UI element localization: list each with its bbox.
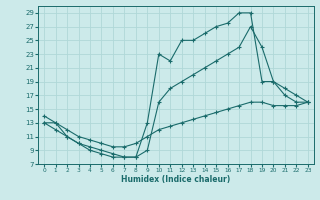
X-axis label: Humidex (Indice chaleur): Humidex (Indice chaleur): [121, 175, 231, 184]
